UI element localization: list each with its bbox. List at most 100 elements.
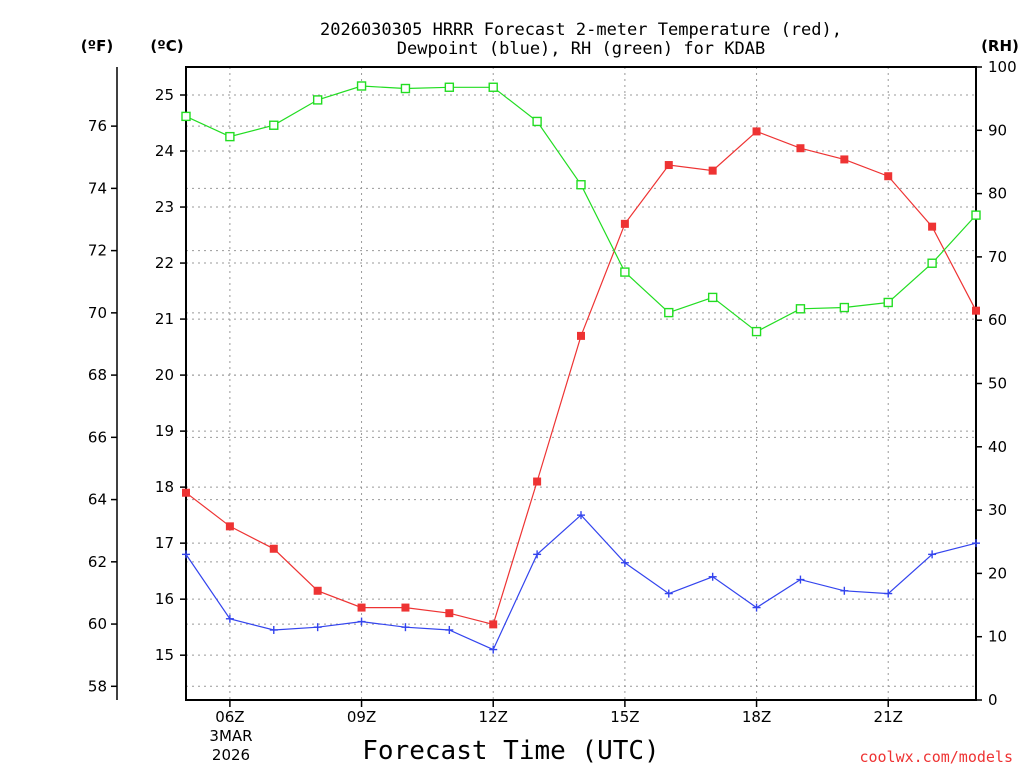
dewpoint-point (884, 589, 893, 598)
temperature-point (972, 306, 980, 315)
relative-humidity-point (576, 180, 586, 190)
fahrenheit-tick-label: 76 (88, 117, 107, 135)
x-tick-label: 15Z (610, 708, 639, 726)
date-label-year: 2026 (212, 746, 250, 764)
temperature-point (182, 488, 190, 497)
temperature-point (533, 477, 542, 486)
temperature-point (225, 522, 234, 531)
dewpoint-point (401, 623, 410, 632)
relative-humidity-point (444, 82, 455, 92)
dewpoint-point (840, 586, 849, 595)
grid-lines (186, 67, 976, 700)
x-axis-label: Forecast Time (UTC) (362, 736, 659, 766)
relative-humidity-point (795, 304, 806, 314)
temperature-point (313, 586, 322, 595)
temperature-point (928, 222, 937, 231)
rh-tick-label: 20 (988, 564, 1007, 582)
temperature-point (401, 603, 410, 612)
celsius-unit-label: (ºC) (150, 37, 183, 55)
fahrenheit-tick-label: 62 (88, 553, 107, 571)
dewpoint-point (796, 575, 805, 584)
temperature-point (489, 620, 498, 629)
celsius-tick-label: 22 (155, 254, 174, 272)
fahrenheit-tick-label: 58 (88, 677, 107, 695)
temperature-point (752, 127, 761, 136)
chart-title-line1: 2026030305 HRRR Forecast 2-meter Tempera… (320, 20, 842, 40)
relative-humidity-point (707, 292, 718, 303)
dewpoint-point (225, 614, 234, 623)
dewpoint-point (489, 645, 498, 654)
dewpoint-point (313, 623, 322, 632)
relative-humidity-point (883, 297, 893, 308)
celsius-tick-label: 24 (155, 142, 174, 160)
relative-humidity-point (839, 302, 850, 313)
fahrenheit-unit-label: (ºF) (81, 37, 113, 55)
fahrenheit-tick-label: 74 (88, 179, 107, 197)
x-tick-label: 12Z (479, 708, 508, 726)
dewpoint-point (664, 589, 673, 598)
rh-tick-label: 0 (988, 691, 998, 709)
x-tick-label: 21Z (874, 708, 903, 726)
fahrenheit-tick-label: 60 (88, 615, 107, 633)
dewpoint-line (185, 514, 977, 651)
relative-humidity-line (185, 85, 977, 333)
date-label-day: 3MAR (209, 727, 252, 745)
relative-humidity-point (532, 116, 542, 127)
rh-tick-label: 30 (988, 501, 1007, 519)
temperature-point (664, 161, 673, 170)
temperature-point (445, 609, 454, 618)
series-layer (181, 81, 981, 654)
relative-humidity-point (312, 95, 323, 105)
fahrenheit-tick-label: 72 (88, 242, 107, 260)
celsius-tick-label: 25 (155, 86, 174, 104)
dewpoint-point (445, 625, 454, 634)
celsius-tick-label: 20 (155, 366, 174, 384)
rh-tick-label: 70 (988, 248, 1007, 266)
dewpoint-point (752, 603, 761, 612)
temperature-point (269, 544, 278, 553)
dewpoint-point (269, 625, 278, 634)
temperature-point (708, 166, 717, 175)
rh-tick-label: 100 (988, 58, 1017, 76)
x-tick-label: 09Z (347, 708, 376, 726)
relative-humidity-point (356, 81, 367, 91)
rh-unit-label: (RH) (981, 37, 1019, 55)
plot-frame (185, 66, 977, 701)
celsius-tick-label: 16 (155, 590, 174, 608)
relative-humidity-point (620, 267, 630, 277)
temperature-point (577, 331, 585, 340)
temperature-point (796, 144, 805, 153)
relative-humidity-point (181, 111, 191, 122)
relative-humidity-point (400, 83, 411, 94)
relative-humidity-point (971, 210, 981, 220)
temperature-point (357, 603, 366, 612)
x-tick-label: 06Z (215, 708, 244, 726)
celsius-tick-label: 15 (155, 646, 174, 664)
axes: 58 60 62 64 66 68 70 72 74 76 15 16 17 18 19 20 21 22 23 24… (88, 58, 1017, 726)
rh-tick-label: 10 (988, 628, 1007, 646)
dewpoint-point (620, 558, 629, 567)
relative-humidity-point (488, 82, 498, 92)
rh-tick-label: 40 (988, 438, 1007, 456)
celsius-tick-label: 18 (155, 478, 174, 496)
dewpoint-point (928, 550, 937, 559)
celsius-tick-label: 19 (155, 422, 174, 440)
rh-tick-label: 80 (988, 185, 1007, 203)
fahrenheit-tick-label: 66 (88, 428, 107, 446)
relative-humidity-point (751, 326, 762, 337)
rh-tick-label: 90 (988, 121, 1007, 139)
fahrenheit-tick-label: 64 (88, 491, 107, 509)
temperature-line (185, 130, 977, 626)
dewpoint-point (577, 511, 585, 520)
dewpoint-point (533, 550, 542, 559)
celsius-tick-label: 23 (155, 198, 174, 216)
temperature-point (884, 172, 893, 181)
rh-tick-label: 50 (988, 375, 1007, 393)
fahrenheit-tick-label: 68 (88, 366, 107, 384)
credit-label: coolwx.com/models (859, 748, 1013, 766)
x-tick-label: 18Z (742, 708, 771, 726)
temperature-point (840, 155, 849, 164)
relative-humidity-point (269, 120, 279, 130)
dewpoint-point (357, 617, 366, 626)
